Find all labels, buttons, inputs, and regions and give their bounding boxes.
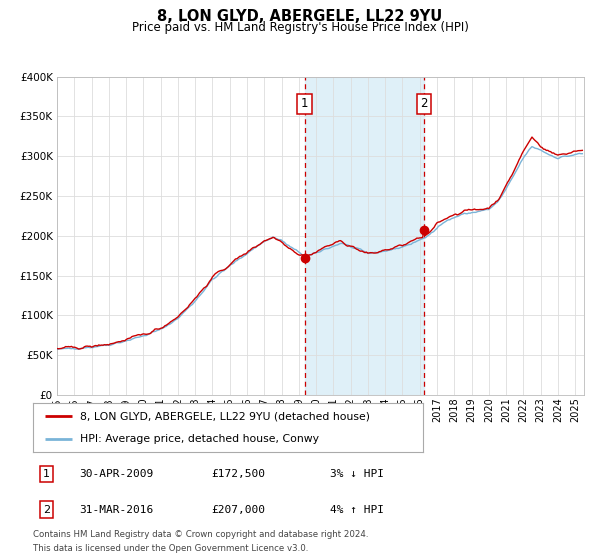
Text: 2: 2	[43, 505, 50, 515]
Text: Price paid vs. HM Land Registry's House Price Index (HPI): Price paid vs. HM Land Registry's House …	[131, 21, 469, 34]
Text: 30-APR-2009: 30-APR-2009	[79, 469, 153, 479]
Text: HPI: Average price, detached house, Conwy: HPI: Average price, detached house, Conw…	[80, 434, 319, 444]
Bar	[305, 77, 424, 395]
Text: 31-MAR-2016: 31-MAR-2016	[79, 505, 153, 515]
Text: This data is licensed under the Open Government Licence v3.0.: This data is licensed under the Open Gov…	[33, 544, 308, 553]
Text: 2: 2	[420, 97, 428, 110]
Text: 1: 1	[301, 97, 308, 110]
Text: 3% ↓ HPI: 3% ↓ HPI	[330, 469, 384, 479]
Text: £207,000: £207,000	[211, 505, 265, 515]
Text: 1: 1	[43, 469, 50, 479]
Text: 8, LON GLYD, ABERGELE, LL22 9YU (detached house): 8, LON GLYD, ABERGELE, LL22 9YU (detache…	[80, 412, 370, 422]
Text: 4% ↑ HPI: 4% ↑ HPI	[330, 505, 384, 515]
Text: Contains HM Land Registry data © Crown copyright and database right 2024.: Contains HM Land Registry data © Crown c…	[33, 530, 368, 539]
Text: 8, LON GLYD, ABERGELE, LL22 9YU: 8, LON GLYD, ABERGELE, LL22 9YU	[157, 9, 443, 24]
Text: £172,500: £172,500	[211, 469, 265, 479]
